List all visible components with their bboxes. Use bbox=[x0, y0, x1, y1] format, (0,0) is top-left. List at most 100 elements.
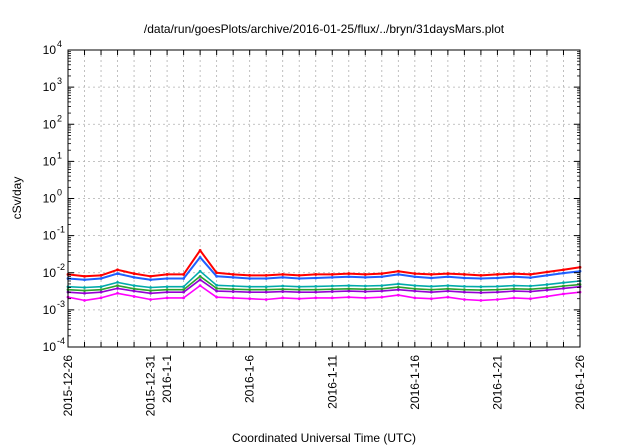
data-point bbox=[413, 287, 417, 291]
series-line-3 bbox=[67, 270, 581, 289]
data-point bbox=[396, 282, 400, 286]
data-point bbox=[248, 285, 252, 289]
data-point bbox=[99, 285, 103, 289]
data-point bbox=[512, 289, 516, 293]
data-point bbox=[496, 298, 499, 301]
data-point bbox=[413, 289, 417, 293]
data-point bbox=[413, 284, 417, 288]
data-point bbox=[264, 277, 268, 280]
data-point bbox=[248, 290, 252, 294]
data-point bbox=[132, 284, 136, 288]
data-point bbox=[347, 295, 351, 299]
data-point bbox=[149, 274, 152, 278]
data-point bbox=[363, 296, 367, 300]
data-point bbox=[429, 284, 433, 288]
data-point bbox=[149, 289, 152, 293]
data-point bbox=[281, 296, 285, 300]
data-point bbox=[215, 289, 219, 293]
data-point bbox=[396, 269, 400, 273]
data-point bbox=[396, 293, 400, 297]
data-point bbox=[562, 271, 565, 275]
data-point bbox=[545, 283, 549, 286]
data-point bbox=[446, 284, 450, 288]
data-point bbox=[165, 290, 169, 294]
y-tick-exponent: -2 bbox=[57, 262, 65, 272]
data-point bbox=[380, 272, 384, 275]
data-point bbox=[330, 290, 334, 294]
data-point bbox=[215, 283, 219, 287]
data-point bbox=[132, 289, 136, 293]
data-point bbox=[479, 273, 483, 277]
data-point bbox=[297, 273, 301, 277]
data-point bbox=[479, 288, 483, 292]
data-point bbox=[446, 272, 450, 275]
data-point bbox=[83, 274, 86, 278]
data-point bbox=[99, 273, 103, 277]
data-point bbox=[182, 277, 186, 280]
y-tick-exponent: 4 bbox=[57, 39, 62, 49]
data-point bbox=[198, 255, 202, 259]
data-point bbox=[314, 284, 318, 288]
data-point bbox=[446, 289, 450, 293]
data-point bbox=[264, 290, 268, 294]
data-point bbox=[198, 269, 202, 273]
data-point bbox=[231, 273, 235, 276]
data-point bbox=[347, 275, 351, 279]
data-point bbox=[165, 296, 169, 300]
data-point bbox=[116, 280, 119, 284]
data-point bbox=[182, 273, 186, 276]
data-point bbox=[330, 287, 334, 291]
data-point bbox=[496, 276, 499, 280]
data-point bbox=[281, 275, 285, 279]
data-point bbox=[99, 296, 103, 300]
data-point bbox=[479, 298, 483, 302]
data-point bbox=[182, 285, 186, 289]
y-tick-label: 10 bbox=[43, 229, 57, 243]
data-point bbox=[446, 275, 450, 279]
data-point bbox=[545, 273, 549, 277]
data-point bbox=[248, 297, 252, 301]
data-point bbox=[545, 270, 549, 274]
data-point bbox=[479, 285, 483, 289]
data-point bbox=[314, 273, 318, 276]
data-point bbox=[529, 273, 532, 276]
data-point bbox=[545, 286, 549, 290]
data-point bbox=[182, 290, 186, 294]
data-point bbox=[347, 272, 351, 275]
data-point bbox=[363, 290, 367, 294]
data-point bbox=[297, 288, 301, 292]
y-tick-exponent: -4 bbox=[57, 336, 65, 346]
y-tick-exponent: 2 bbox=[57, 113, 62, 123]
data-point bbox=[182, 288, 186, 292]
y-tick-exponent: 3 bbox=[57, 76, 62, 86]
data-point bbox=[380, 284, 384, 288]
data-point bbox=[512, 296, 516, 300]
data-point bbox=[314, 296, 318, 300]
data-point bbox=[496, 273, 499, 276]
x-ticks: 2015-12-26 2015-12-31 2016-1-1 2016-1-6 2016… bbox=[61, 50, 587, 416]
data-point bbox=[529, 287, 532, 291]
data-point bbox=[429, 276, 433, 280]
x-tick-label: 2016-1-11 bbox=[325, 355, 339, 409]
data-point bbox=[198, 284, 202, 288]
data-point bbox=[231, 287, 235, 291]
series-line-4 bbox=[67, 275, 581, 292]
data-point bbox=[562, 268, 565, 272]
data-point bbox=[149, 291, 152, 295]
data-point bbox=[198, 248, 202, 252]
data-point bbox=[264, 273, 268, 277]
data-point bbox=[512, 287, 516, 291]
data-point bbox=[330, 273, 334, 276]
data-point bbox=[446, 295, 450, 299]
data-point bbox=[562, 284, 565, 288]
data-point bbox=[165, 273, 169, 276]
data-point bbox=[496, 284, 499, 288]
data-point bbox=[99, 290, 103, 294]
x-axis-label: Coordinated Universal Time (UTC) bbox=[232, 431, 416, 445]
y-tick-label: 10 bbox=[43, 43, 57, 57]
data-point bbox=[330, 275, 334, 279]
data-point bbox=[215, 286, 219, 290]
data-point bbox=[132, 295, 136, 298]
y-tick-label: 10 bbox=[43, 266, 57, 280]
